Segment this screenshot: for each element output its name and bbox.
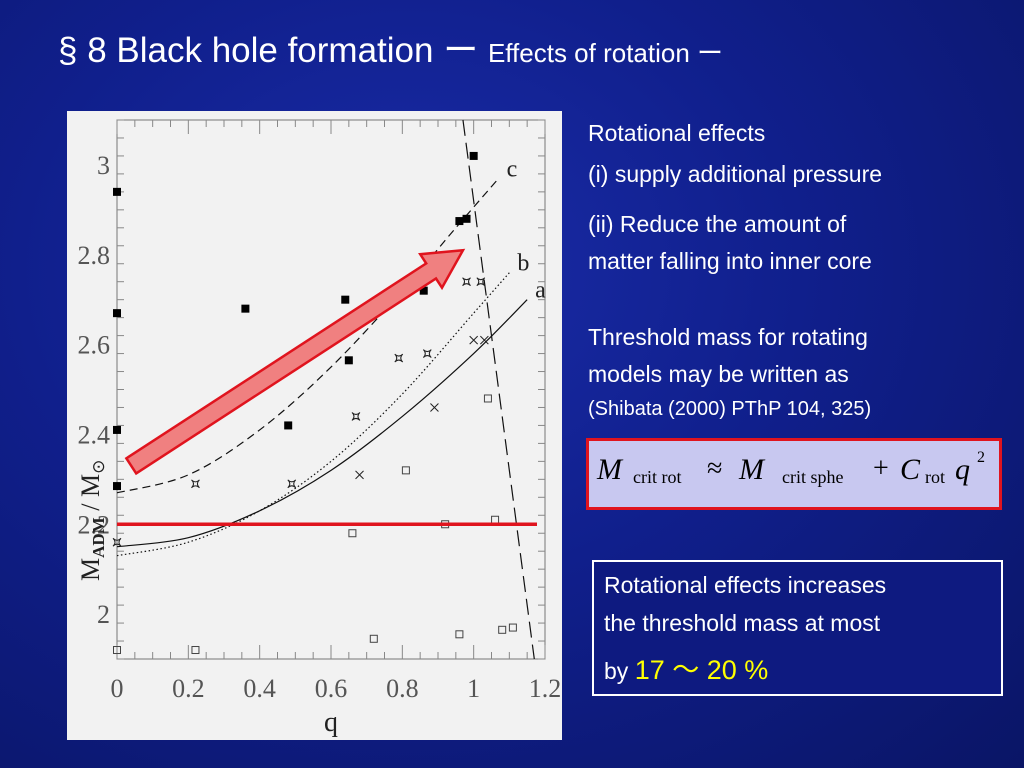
formula-sub2: crit sphe: [782, 467, 844, 487]
filled-square-point: [419, 286, 428, 295]
y-label-sub: ADM: [89, 517, 108, 558]
y-tick-label: 2.4: [78, 420, 111, 449]
filled-square-point: [284, 421, 293, 430]
tick-labels: 0 0.2 0.4 0.6 0.8 1 1.2 2 2.2 2.4 2.6 2.8 3: [78, 151, 562, 703]
open-square-point: [483, 394, 492, 403]
open-square-point: [401, 466, 410, 475]
formula-sub1: crit rot: [633, 467, 682, 487]
notes-point-1: (i) supply additional pressure: [588, 161, 883, 187]
star-point: [462, 277, 471, 287]
filled-square-point: [462, 214, 471, 223]
x-tick-label: 0.2: [172, 674, 205, 703]
notes-heading: Rotational effects: [588, 120, 766, 146]
formula-sub3: rot: [925, 467, 945, 487]
open-square-point: [498, 625, 507, 634]
slide-title-main: § 8 Black hole formation ー: [58, 31, 488, 70]
conclusion-prefix: by: [604, 658, 635, 684]
formula-c: C: [900, 453, 921, 486]
filled-square-point: [241, 304, 250, 313]
notes-point-2-line-1: (ii) Reduce the amount of: [588, 211, 847, 237]
cross-point: [430, 403, 439, 412]
star-point: [287, 479, 297, 489]
threshold-text-line-2: models may be written as: [588, 361, 849, 387]
curve-label-b: b: [517, 251, 529, 277]
x-tick-label: 0.8: [386, 674, 419, 703]
open-square-point: [491, 515, 500, 524]
cross-point: [480, 335, 489, 345]
y-tick-label: 2.8: [78, 241, 111, 270]
x-tick-label: 0: [111, 674, 124, 703]
open-square-point: [369, 634, 378, 643]
slide-title-sub: Effects of rotation ー: [487, 38, 724, 68]
x-tick-label: 1: [467, 674, 480, 703]
fit-curves: ab c: [116, 119, 546, 660]
formula-m2: M: [739, 453, 764, 486]
x-axis-label: q: [324, 707, 338, 738]
chart-svg: 0 0.2 0.4 0.6 0.8 1 1.2 2 2.2 2.4 2.6 2.8 3 ab c q MAD…: [76, 119, 562, 738]
star-point: [351, 412, 361, 421]
cross-point: [355, 470, 364, 480]
y-tick-label: 2.2: [78, 510, 111, 539]
cross-point: [469, 335, 479, 345]
open-square-point: [113, 646, 121, 655]
reference-citation: (Shibata (2000) PThP 104, 325): [588, 398, 872, 420]
conclusion-line-1: Rotational effects increases: [604, 572, 887, 598]
curve-label-c: c: [507, 156, 518, 182]
filled-square-point: [344, 356, 353, 365]
threshold-mass-formula: M crit rot ≈ M crit sphe + C rot q 2: [586, 438, 1002, 510]
rising-trend-arrow: [124, 248, 466, 476]
curve-label-a: a: [535, 278, 546, 304]
curve-b-line: [116, 272, 510, 557]
y-axis-label: MADM / M⊙: [76, 460, 108, 581]
data-points: [112, 151, 517, 655]
filled-square-point: [113, 425, 121, 434]
open-square-point: [191, 646, 200, 655]
y-label-mid: / M: [76, 474, 105, 517]
y-label-sun: ⊙: [89, 460, 108, 474]
filled-square-point: [113, 482, 121, 491]
tick-marks: [116, 119, 546, 660]
y-label-m: M: [76, 558, 105, 581]
formula-approx: ≈: [707, 453, 723, 484]
y-tick-label: 2.6: [78, 331, 111, 360]
y-tick-label: 3: [97, 151, 110, 180]
filled-square-point: [455, 217, 464, 226]
formula-exponent: 2: [977, 449, 985, 466]
formula-q: q: [955, 453, 970, 486]
conclusion-box: Rotational effects increases the thresho…: [592, 560, 1003, 696]
axis-frame: [116, 119, 546, 660]
threshold-text-line-1: Threshold mass for rotating: [588, 324, 868, 350]
annotation-arrow-group: [124, 248, 466, 476]
formula-m1: M: [597, 453, 622, 486]
x-tick-label: 1.2: [529, 674, 562, 703]
notes-point-2-line-2: matter falling into inner core: [588, 248, 872, 274]
star-point: [191, 479, 200, 489]
axis-labels: q MADM / M⊙: [76, 460, 338, 738]
star-point: [394, 353, 404, 363]
open-square-point: [348, 529, 357, 538]
star-point: [422, 349, 432, 358]
curve-c-line: [116, 177, 500, 494]
plot-frame: [116, 119, 546, 660]
filled-square-point: [113, 187, 121, 196]
x-tick-label: 0.6: [315, 674, 348, 703]
star-point: [476, 277, 486, 287]
curve-a-line: [116, 299, 528, 548]
open-square-point: [508, 623, 517, 632]
curve-boundary-line: [462, 119, 535, 660]
filled-square-point: [469, 151, 478, 160]
slide-title: § 8 Black hole formation ー Effects of ro…: [58, 22, 723, 73]
formula-plus: +: [873, 453, 889, 484]
filled-square-point: [113, 309, 121, 318]
conclusion-percentage: 17 ～ 20 %: [634, 655, 769, 685]
conclusion-line-3: by 17 ～ 20 %: [604, 648, 768, 687]
filled-square-point: [341, 295, 350, 304]
y-tick-label: 2: [97, 600, 110, 629]
x-tick-label: 0.4: [243, 674, 276, 703]
open-square-point: [455, 630, 464, 639]
conclusion-line-2: the threshold mass at most: [604, 610, 881, 636]
